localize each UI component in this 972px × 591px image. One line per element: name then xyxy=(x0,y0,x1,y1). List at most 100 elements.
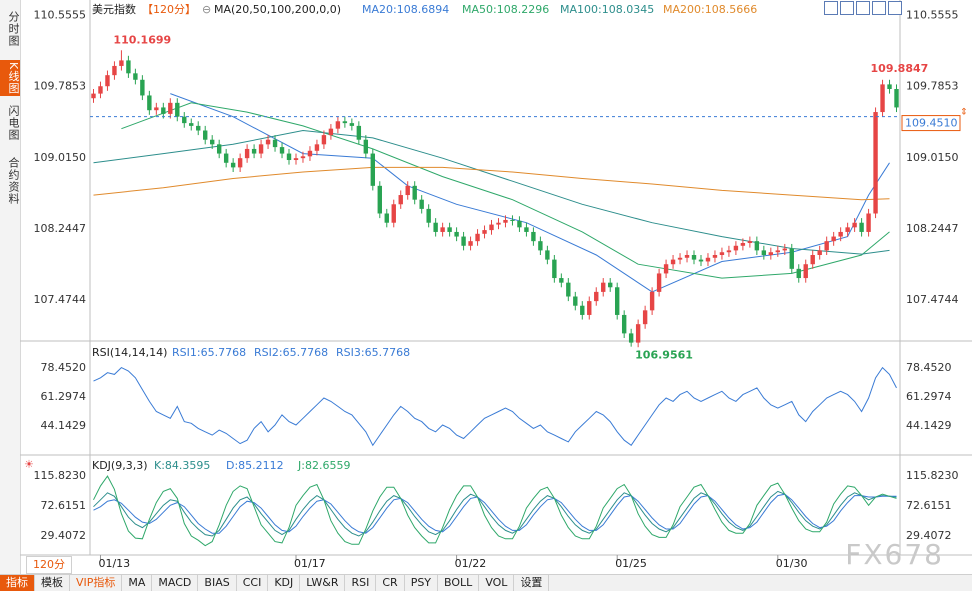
current-price-box xyxy=(901,115,961,132)
kdj-series-label-2: J:82.6559 xyxy=(297,459,350,472)
indicator-tab-11[interactable]: PSY xyxy=(405,575,439,591)
candle-body-77 xyxy=(628,333,634,343)
sidebar-tab-1[interactable]: K线图 xyxy=(0,60,20,96)
candle-body-109 xyxy=(852,222,857,228)
candle-body-50 xyxy=(440,227,445,232)
x-tick-label-0: 01/13 xyxy=(98,557,130,570)
candle-body-6 xyxy=(133,73,138,80)
candle-body-65 xyxy=(545,250,550,260)
price-tick-left-4: 107.4744 xyxy=(34,293,87,306)
candle-body-92 xyxy=(733,245,739,251)
candle-body-72 xyxy=(594,291,599,302)
candle-body-39 xyxy=(363,139,369,154)
indicator-tab-6[interactable]: CCI xyxy=(237,575,269,591)
rsi-tick-left-1: 61.2974 xyxy=(41,390,87,403)
candle-body-98 xyxy=(775,250,781,253)
sidebar-tab-3[interactable]: 合约资料 xyxy=(7,157,20,205)
candle-body-15 xyxy=(196,125,201,131)
indicator-tab-3[interactable]: MA xyxy=(122,575,153,591)
ma-settings-icon[interactable]: ⊖ xyxy=(202,3,211,16)
candle-body-115 xyxy=(894,89,899,108)
candle-body-4 xyxy=(119,60,124,66)
candle-body-62 xyxy=(524,227,529,232)
crosshair-tool-icon[interactable] xyxy=(824,1,838,15)
chart-canvas: 110.5555 110.5555 109.7853 109.7853 109.0150… xyxy=(20,0,972,570)
rsi-tick-left-0: 78.4520 xyxy=(41,361,87,374)
price-tick-left-1: 109.7853 xyxy=(34,80,87,93)
candle-body-60 xyxy=(510,219,515,221)
candle-body-35 xyxy=(335,121,341,129)
candle-body-107 xyxy=(838,231,843,237)
indicator-toolbar: 指标 模板 VIP指标 MA MACD BIAS CCI KDJ LW&R RSI CR PSY BOL… xyxy=(0,574,972,591)
candle-body-89 xyxy=(712,255,718,258)
candle-body-41 xyxy=(377,185,382,214)
candle-body-29 xyxy=(293,158,299,161)
candle-body-10 xyxy=(161,107,166,114)
candle-body-31 xyxy=(307,150,313,157)
candle-body-16 xyxy=(203,130,208,140)
scroll-left-icon[interactable] xyxy=(872,1,886,15)
kdj-tick-left-2: 29.4072 xyxy=(41,529,87,542)
indicator-tab-0[interactable]: 指标 xyxy=(0,575,35,591)
price-tick-right-4: 107.4744 xyxy=(906,293,959,306)
indicator-tab-2[interactable]: VIP指标 xyxy=(70,575,123,591)
indicator-tab-7[interactable]: KDJ xyxy=(268,575,301,591)
candle-body-30 xyxy=(300,156,306,159)
candle-body-37 xyxy=(349,123,355,126)
candle-body-43 xyxy=(391,204,396,223)
candle-body-46 xyxy=(412,185,417,200)
candle-body-23 xyxy=(251,148,257,154)
candle-body-1 xyxy=(98,86,103,94)
rsi-tick-right-0: 78.4520 xyxy=(906,361,952,374)
sidebar-tab-2[interactable]: 闪电图 xyxy=(7,105,20,141)
candle-body-90 xyxy=(719,252,725,255)
indicator-tab-1[interactable]: 模板 xyxy=(35,575,70,591)
indicator-tab-10[interactable]: CR xyxy=(376,575,405,591)
candle-body-11 xyxy=(168,102,173,114)
zoom-in-icon[interactable] xyxy=(840,1,854,15)
indicator-tab-13[interactable]: VOL xyxy=(479,575,515,591)
rsi-series-label-0: RSI1:65.7768 xyxy=(172,346,246,359)
kdj-series-label-0: K:84.3595 xyxy=(154,459,210,472)
candle-body-56 xyxy=(482,230,487,234)
candle-body-54 xyxy=(468,241,473,246)
watermark: FX678 xyxy=(845,538,944,571)
scroll-right-icon[interactable] xyxy=(888,1,902,15)
timeframe-selector[interactable]: 120分 xyxy=(26,556,72,574)
candle-body-12 xyxy=(175,102,180,117)
ma50-value: MA50:108.2296 xyxy=(462,3,549,16)
candle-body-8 xyxy=(147,95,152,111)
kdj-settings-icon: ☀ xyxy=(24,458,34,471)
candle-body-34 xyxy=(328,128,334,136)
candle-body-112 xyxy=(873,112,878,214)
indicator-tab-5[interactable]: BIAS xyxy=(198,575,237,591)
rsi-tick-right-1: 61.2974 xyxy=(906,390,952,403)
rsi-line xyxy=(93,366,897,447)
zoom-out-icon[interactable] xyxy=(856,1,870,15)
candle-body-13 xyxy=(182,116,187,124)
candle-body-99 xyxy=(782,248,787,251)
sidebar-tab-0[interactable]: 分时图 xyxy=(7,11,20,47)
candle-body-91 xyxy=(726,250,732,253)
indicator-tab-9[interactable]: RSI xyxy=(345,575,377,591)
rsi-tick-right-2: 44.1429 xyxy=(906,419,952,432)
candle-body-33 xyxy=(321,135,327,145)
candle-body-3 xyxy=(112,65,117,76)
price-tick-right-1: 109.7853 xyxy=(906,80,959,93)
candle-body-67 xyxy=(559,278,564,283)
candle-body-7 xyxy=(140,79,145,96)
ma100-value: MA100:108.0345 xyxy=(560,3,654,16)
candle-body-48 xyxy=(426,208,431,223)
price-marker-icon: ⇕ xyxy=(960,108,968,118)
indicator-tab-12[interactable]: BOLL xyxy=(438,575,480,591)
candle-body-19 xyxy=(223,153,229,163)
indicator-tab-8[interactable]: LW&R xyxy=(300,575,346,591)
candle-body-94 xyxy=(747,241,753,244)
indicator-tab-4[interactable]: MACD xyxy=(152,575,199,591)
indicator-tab-14[interactable]: 设置 xyxy=(514,575,550,591)
candle-body-82 xyxy=(663,264,669,274)
kdj-series-label-1: D:85.2112 xyxy=(226,459,284,472)
kdj-header: KDJ(9,3,3) xyxy=(92,459,148,472)
candle-body-52 xyxy=(454,231,459,237)
candle-body-73 xyxy=(601,282,606,292)
